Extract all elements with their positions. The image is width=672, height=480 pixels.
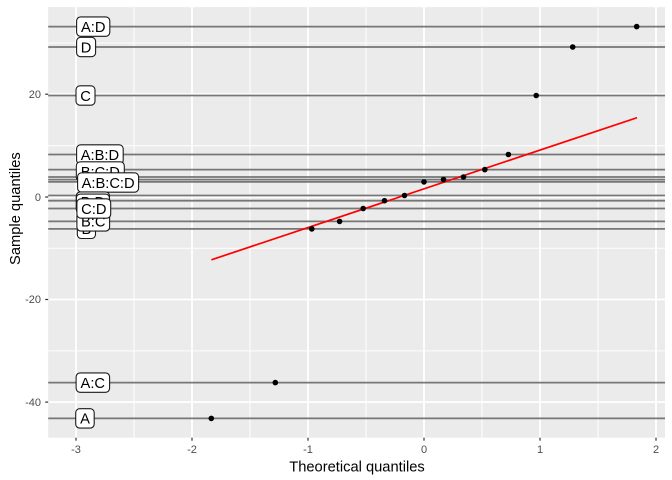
svg-text:A:D: A:D [81, 20, 105, 36]
svg-text:-2: -2 [187, 444, 197, 456]
svg-text:1: 1 [537, 444, 543, 456]
svg-text:A:C: A:C [81, 376, 106, 392]
svg-text:D: D [81, 40, 92, 56]
svg-text:A:B:C:D: A:B:C:D [82, 176, 135, 192]
svg-text:Theoretical quantiles: Theoretical quantiles [289, 460, 425, 476]
svg-text:2: 2 [653, 444, 659, 456]
svg-text:-1: -1 [303, 444, 313, 456]
svg-text:Sample quantiles: Sample quantiles [8, 152, 24, 265]
svg-text:C:D: C:D [81, 202, 106, 218]
svg-text:-40: -40 [25, 397, 41, 409]
svg-text:0: 0 [35, 192, 41, 204]
svg-text:A:B:D: A:B:D [81, 148, 119, 164]
svg-text:-3: -3 [71, 444, 81, 456]
svg-text:20: 20 [29, 89, 41, 101]
svg-text:C: C [80, 89, 91, 105]
svg-text:0: 0 [421, 444, 427, 456]
svg-text:-20: -20 [25, 294, 41, 306]
svg-text:A: A [80, 412, 90, 428]
